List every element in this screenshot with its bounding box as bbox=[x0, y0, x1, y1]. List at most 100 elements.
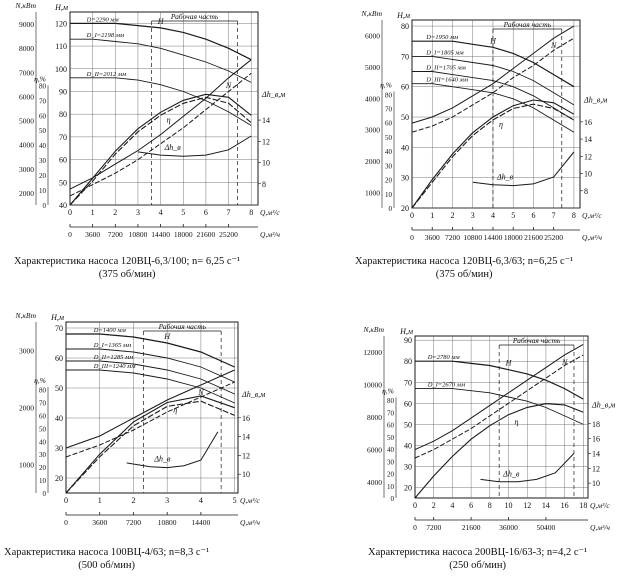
caption-speed: (375 об/мин) bbox=[98, 269, 156, 280]
h-tick-label: 50 bbox=[401, 113, 409, 122]
dh-tick-label: 14 bbox=[592, 449, 600, 458]
q-tick-label: 3 bbox=[165, 496, 169, 505]
h-axis-unit: H,м bbox=[396, 11, 410, 20]
dh-tick-label: 12 bbox=[242, 451, 250, 460]
h-curve-label: D_I=2670 мм bbox=[427, 382, 465, 389]
chart-panel-120vc-6-3-100: 0 1 2 3 4 5 6 7 8 Q,м³/с0 3600 7200 10800 14400 18000 2… bbox=[15, 1, 286, 239]
dh-curve bbox=[137, 135, 252, 157]
dh-curve bbox=[480, 453, 575, 483]
h-tick-label: 60 bbox=[401, 83, 409, 92]
q-axis-unit: Q,м³/с bbox=[582, 211, 602, 220]
q-tick-label: 3 bbox=[136, 208, 140, 217]
n-curve bbox=[414, 354, 584, 459]
chart-panel-200vc-16-63-3: 0 2 4 6 8 10 12 14 16 18 Q,м³/с0 7200 21600 36000 5040… bbox=[363, 325, 616, 532]
h-tick-label: 90 bbox=[404, 336, 412, 345]
h-curve-label: D=2290 мм bbox=[86, 16, 119, 23]
q-tick-label: 0 bbox=[413, 501, 417, 510]
h-tick-label: 30 bbox=[55, 444, 63, 453]
dh-tick-label: 12 bbox=[584, 152, 592, 161]
eta-series-label: η bbox=[515, 418, 519, 427]
chart-panel-120vc-6-3-63: 0 1 2 3 4 5 6 7 8 Q,м³/с0 3600 7200 10800 14400 18000 2… bbox=[361, 9, 608, 242]
eta-axis-unit: η,% bbox=[34, 376, 46, 385]
qh-tick-label: 0 bbox=[64, 518, 68, 527]
work-zone-label: Рабочая часть bbox=[512, 336, 561, 345]
h-curve-label: D_I=1365 мм bbox=[93, 342, 131, 349]
q-tick-label: 4 bbox=[450, 501, 454, 510]
q-tick-label: 7 bbox=[227, 208, 231, 217]
caption-120vc-6-3-100: Характеристика насоса 120ВЦ-6,3/100; n= … bbox=[14, 255, 240, 281]
qh-tick-label: 14400 bbox=[192, 518, 211, 527]
eta-axis-unit: η,% bbox=[34, 74, 46, 83]
dh-tick-label: 14 bbox=[242, 433, 250, 442]
h-curve-label: D_II=1285 мм bbox=[93, 354, 134, 361]
qh-tick-label: 36000 bbox=[499, 523, 518, 532]
qh-axis-unit: Q,м³/ч bbox=[260, 230, 280, 239]
h-tick-label: 60 bbox=[404, 399, 412, 408]
n-series-label: N bbox=[550, 41, 557, 50]
q-tick-label: 2 bbox=[131, 496, 135, 505]
eta-series-label: η bbox=[167, 115, 171, 124]
n-curve bbox=[414, 343, 584, 451]
q-tick-label: 6 bbox=[531, 211, 535, 220]
h-tick-label: 120 bbox=[55, 19, 67, 28]
n-tick-label: 1000 bbox=[365, 188, 380, 197]
n-tick-label: 6000 bbox=[365, 32, 380, 41]
h-curve-label: D=2780 мм bbox=[427, 354, 460, 361]
dh-series-label: Δh_в bbox=[502, 470, 520, 479]
dh-tick-label: 12 bbox=[592, 464, 600, 473]
dh-tick-label: 14 bbox=[262, 116, 270, 125]
qh-tick-label: 10800 bbox=[158, 518, 177, 527]
qh-tick-label: 25200 bbox=[544, 233, 563, 242]
work-zone-label: Рабочая часть bbox=[170, 12, 219, 21]
q-tick-label: 4 bbox=[491, 211, 495, 220]
h-curve bbox=[70, 38, 252, 83]
qh-tick-label: 10800 bbox=[129, 230, 148, 239]
eta-tick-label: 40 bbox=[387, 446, 395, 454]
h-tick-label: 40 bbox=[55, 414, 63, 423]
h-curve bbox=[412, 71, 575, 121]
eta-tick-label: 60 bbox=[39, 112, 47, 120]
dh-tick-label: 12 bbox=[262, 137, 270, 146]
q-tick-label: 2 bbox=[450, 211, 454, 220]
eta-tick-label: 70 bbox=[39, 399, 47, 407]
q-tick-label: 1 bbox=[91, 208, 95, 217]
q-tick-label: 0 bbox=[410, 211, 414, 220]
plot-frame bbox=[65, 321, 239, 494]
h-axis-unit: H,м bbox=[50, 313, 64, 322]
caption-200vc-16-63-3: Характеристика насоса 200ВЦ-16/63-3; n=4… bbox=[368, 546, 587, 572]
eta-tick-label: 70 bbox=[387, 409, 395, 417]
eta-tick-label: 10 bbox=[39, 477, 47, 485]
eta-tick-label: 80 bbox=[39, 82, 47, 90]
q-tick-label: 6 bbox=[204, 208, 208, 217]
eta-tick-label: 80 bbox=[385, 91, 393, 99]
caption-speed: (500 об/мин) bbox=[78, 560, 135, 571]
n-curve bbox=[411, 37, 575, 133]
q-tick-label: 5 bbox=[181, 208, 185, 217]
h-tick-label: 50 bbox=[59, 178, 67, 187]
h-tick-label: 40 bbox=[404, 441, 412, 450]
h-series-label: H bbox=[489, 36, 497, 45]
h-curve bbox=[412, 83, 575, 133]
q-tick-label: 18 bbox=[579, 501, 587, 510]
h-curve bbox=[415, 360, 584, 400]
q-tick-label: 2 bbox=[113, 208, 117, 217]
eta-tick-label: 0 bbox=[389, 205, 393, 213]
h-curve-label: D_I=2198 мм bbox=[86, 32, 124, 39]
n-tick-label: 1000 bbox=[19, 461, 34, 470]
eta-tick-label: 70 bbox=[39, 97, 47, 105]
n-tick-label: 12000 bbox=[363, 348, 382, 357]
n-axis-unit: N,кВт bbox=[363, 325, 385, 334]
h-tick-label: 80 bbox=[59, 110, 67, 119]
caption-100vc-4-63: Характеристика насоса 100ВЦ-4/63; n=8,3 … bbox=[4, 546, 209, 572]
qh-tick-label: 18000 bbox=[504, 233, 523, 242]
q-tick-label: 5 bbox=[233, 496, 237, 505]
eta-tick-label: 50 bbox=[39, 425, 47, 433]
eta-curve bbox=[65, 395, 235, 494]
eta-tick-label: 20 bbox=[39, 172, 47, 180]
dh-tick-label: 16 bbox=[584, 118, 592, 127]
h-tick-label: 20 bbox=[55, 474, 63, 483]
dh-series-label: Δh_в bbox=[153, 455, 171, 464]
qh-axis-unit: Q,м³/ч bbox=[240, 518, 260, 527]
dh-axis-unit: Δh_в,м bbox=[583, 96, 607, 105]
plot-frame bbox=[414, 335, 589, 499]
